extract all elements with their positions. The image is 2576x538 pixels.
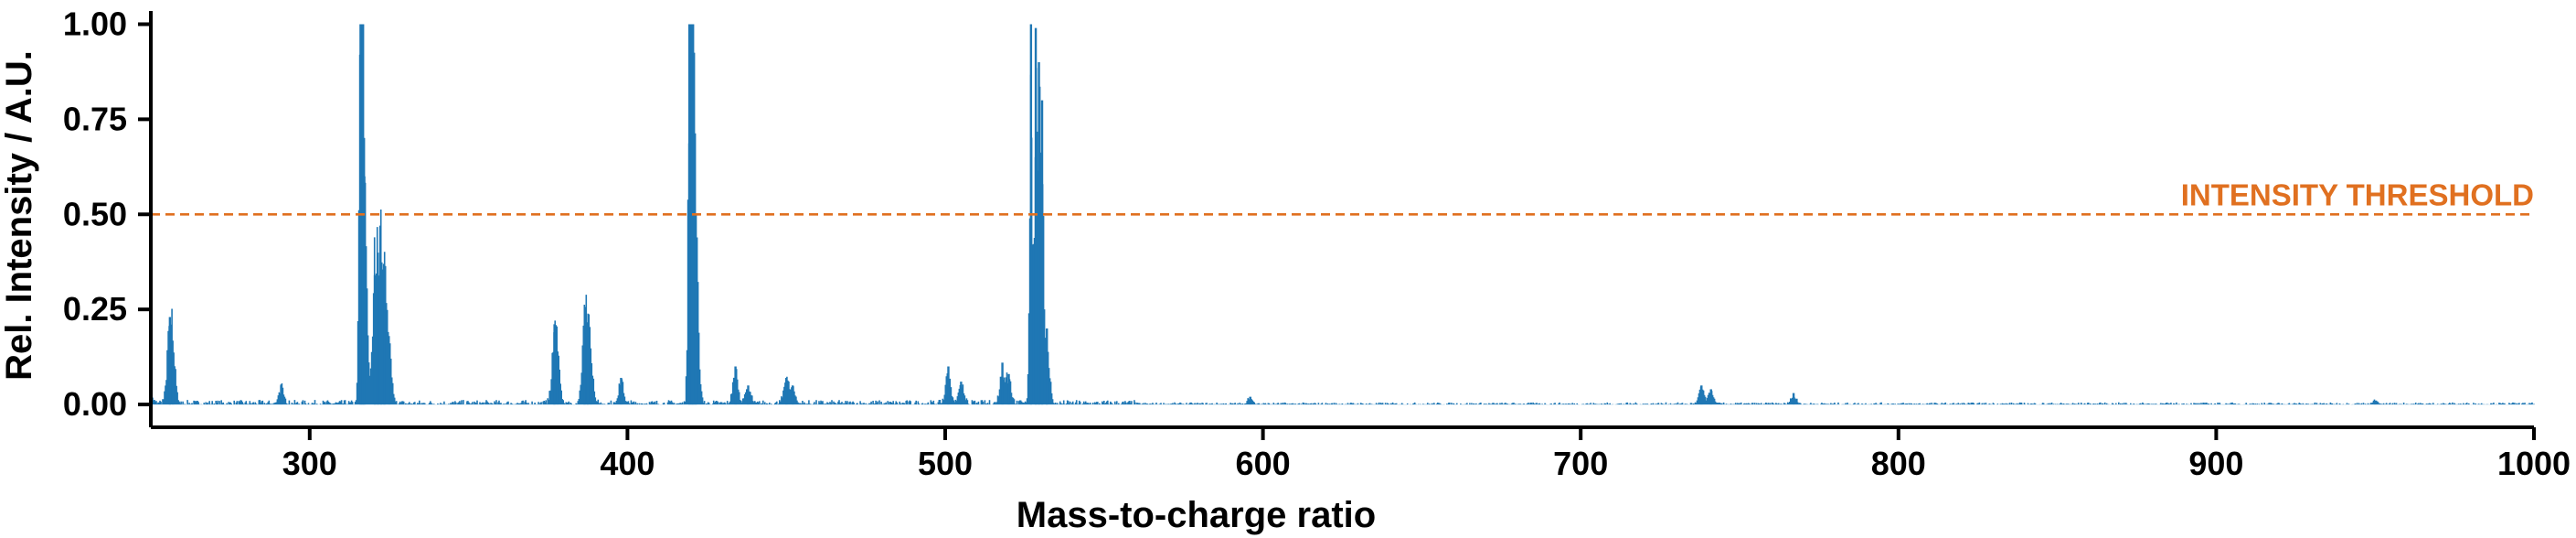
y-tick-label: 0.75: [63, 100, 127, 137]
y-tick-label: 0.25: [63, 290, 127, 328]
x-axis-title: Mass-to-charge ratio: [1017, 495, 1376, 535]
y-tick-label: 0.50: [63, 195, 127, 232]
spectrum-series: [149, 24, 2535, 405]
x-tick-label: 400: [600, 445, 655, 482]
y-tick-label: 0.00: [63, 385, 127, 423]
x-tick-label: 900: [2188, 445, 2243, 482]
x-tick-label: 700: [1553, 445, 1608, 482]
x-tick-label: 600: [1236, 445, 1291, 482]
y-axis-title: Rel. Intensity / A.U.: [0, 50, 39, 381]
x-tick-label: 300: [282, 445, 337, 482]
x-tick-label: 800: [1871, 445, 1926, 482]
threshold-layer: INTENSITY THRESHOLD: [151, 178, 2534, 216]
x-tick-label: 1000: [2497, 445, 2571, 482]
x-tick-label: 500: [918, 445, 973, 482]
axes: 0.00 0.25 0.50 0.75 1.00 300 400 500 600 700 800 90…: [63, 5, 2571, 482]
y-tick-label: 1.00: [63, 5, 127, 42]
axis-labels: Mass-to-charge ratio Rel. Intensity / A.U…: [0, 50, 1376, 535]
threshold-label: INTENSITY THRESHOLD: [2181, 178, 2534, 211]
